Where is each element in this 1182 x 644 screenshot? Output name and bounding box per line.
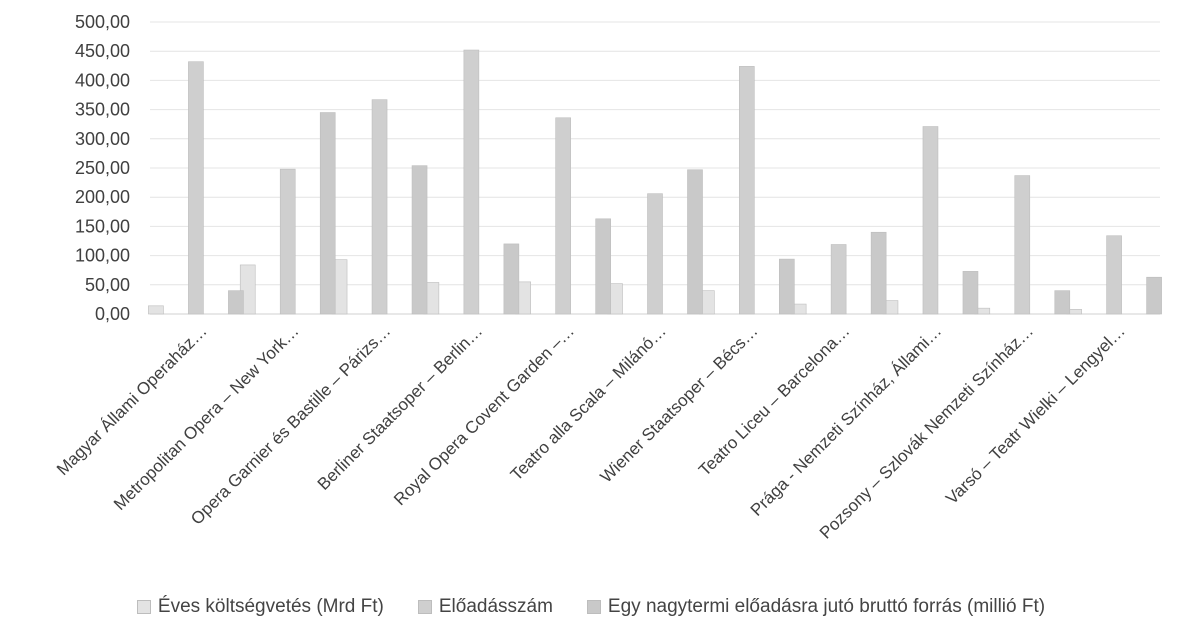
x-tick-label: Magyar Állami Operaház…	[53, 321, 211, 479]
bar	[779, 258, 795, 315]
legend-label: Éves költségvetés (Mrd Ft)	[157, 596, 384, 617]
legend-swatch	[586, 600, 601, 614]
bar	[503, 243, 520, 315]
y-tick-label: 450,00	[75, 41, 130, 61]
bar	[371, 99, 388, 315]
x-tick-label: Teatro Liceu – Barcelona…	[695, 321, 853, 479]
legend: Éves költségvetés (Mrd Ft) Előadásszám Egy…	[0, 592, 1182, 622]
legend-swatch	[136, 600, 151, 614]
bar-chart: 0,00 50,00 100,00 150,00 200,00 250,00 300,00 3…	[53, 12, 1162, 543]
bar	[739, 66, 755, 315]
bar	[870, 231, 887, 315]
x-tick-label: Metropolitan Opera – New York…	[110, 321, 303, 514]
y-tick-label: 250,00	[75, 158, 130, 178]
bar	[1014, 175, 1031, 315]
bar	[555, 117, 571, 315]
x-tick-label: Prága - Nemzeti Színház, Állami…	[747, 321, 945, 519]
y-tick-label: 150,00	[75, 216, 130, 236]
bar	[319, 112, 336, 315]
bar	[279, 168, 296, 315]
y-tick-label: 300,00	[75, 129, 130, 149]
y-tick-label: 0,00	[95, 304, 130, 324]
y-tick-label: 50,00	[85, 275, 130, 295]
y-tick-label: 500,00	[75, 12, 130, 32]
bar	[228, 290, 244, 315]
x-tick-label: Berliner Staatsoper – Berlin…	[314, 321, 486, 493]
x-tick-label: Opera Garnier és Bastille – Párizs…	[187, 321, 394, 528]
bar	[1146, 276, 1162, 315]
bar	[830, 244, 847, 315]
x-tick-label: Wiener Staatsoper – Bécs…	[597, 321, 762, 486]
bar	[411, 165, 428, 315]
bar	[1054, 290, 1071, 315]
y-tick-label: 100,00	[75, 246, 130, 266]
x-tick-label: Teatro alla Scala – Milánó…	[507, 321, 670, 484]
legend-item: Egy nagytermi előadásra jutó bruttó forr…	[586, 596, 1046, 618]
bar	[687, 169, 703, 315]
bar	[962, 271, 979, 315]
y-tick-label: 400,00	[75, 70, 130, 90]
legend-item: Éves költségvetés (Mrd Ft)	[136, 596, 384, 618]
x-tick-label: Varsó – Teatr Wielki – Lengyel…	[942, 321, 1129, 508]
y-axis-tick-labels: 0,00 50,00 100,00 150,00 200,00 250,00 300,00 3…	[75, 12, 130, 324]
y-tick-label: 200,00	[75, 187, 130, 207]
x-tick-label: Royal Opera Covent Garden –…	[390, 321, 578, 509]
x-axis-category-labels: Magyar Állami Operaház…Metropolitan Oper…	[53, 321, 1129, 542]
bar	[148, 305, 164, 315]
bar	[463, 49, 480, 315]
bar	[1106, 235, 1122, 315]
y-tick-label: 350,00	[75, 100, 130, 120]
bar	[188, 61, 204, 315]
bar	[239, 264, 256, 315]
bar	[647, 193, 663, 315]
legend-item: Előadásszám	[417, 596, 553, 618]
legend-swatch	[417, 600, 432, 614]
bar	[922, 126, 939, 315]
bar	[595, 218, 611, 315]
legend-label: Egy nagytermi előadásra jutó bruttó forr…	[607, 596, 1046, 617]
legend-label: Előadásszám	[438, 596, 553, 617]
bars	[148, 49, 1162, 315]
